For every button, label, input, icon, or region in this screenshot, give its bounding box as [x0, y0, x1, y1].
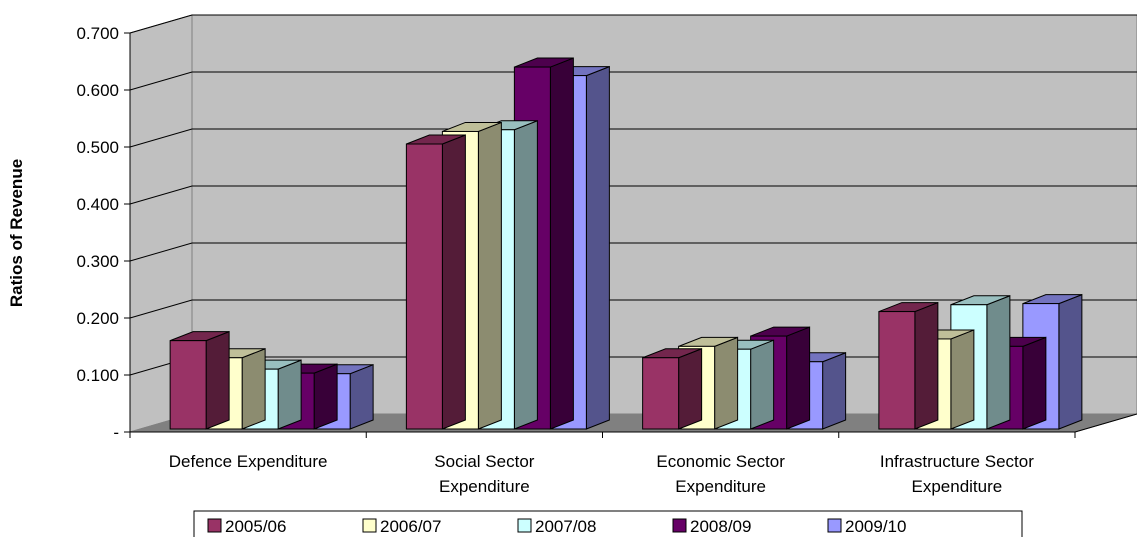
bar-front [169, 340, 207, 430]
y-tick-label: - [113, 423, 119, 442]
bars [169, 57, 1083, 430]
y-tick-label: 0.300 [76, 252, 119, 271]
x-category-label: Social Sector [434, 452, 534, 471]
bar-side [477, 121, 502, 430]
y-tick-label: 0.600 [76, 81, 119, 100]
gridline [129, 299, 1137, 319]
bar [878, 301, 939, 430]
x-category-label: Economic Sector [656, 452, 785, 471]
bar-side [986, 295, 1011, 430]
legend-label: 2006/07 [380, 517, 441, 536]
bar-side [750, 339, 775, 430]
bar-front [405, 143, 443, 430]
y-tick-label: 0.400 [76, 195, 119, 214]
bar [169, 330, 230, 430]
legend-box [193, 510, 1023, 537]
y-tick-label: 0.100 [76, 366, 119, 385]
bar-front [642, 357, 680, 430]
bar-side [277, 359, 302, 430]
legend-label: 2007/08 [535, 517, 596, 536]
bar-side [313, 363, 338, 430]
bar-side [205, 330, 230, 430]
bar [405, 134, 466, 430]
bar-side [950, 329, 975, 430]
y-tick-label: 0.200 [76, 309, 119, 328]
bar-side [678, 348, 703, 430]
x-category-label: Infrastructure Sector [880, 452, 1034, 471]
bar-side [786, 326, 811, 430]
bar-side [1058, 293, 1083, 430]
bar [642, 348, 703, 430]
bar-side [549, 57, 574, 430]
y-tick-label: 0.700 [76, 24, 119, 43]
legend-swatch [362, 518, 377, 533]
x-axis-depth [1074, 413, 1137, 433]
legend: 2005/06 2006/07 2007/08 2008/09 2009/10 [193, 510, 1023, 537]
y-axis-label: Ratios of Revenue [7, 159, 26, 307]
gridline [129, 185, 1137, 205]
gridline [129, 71, 1137, 91]
gridline [129, 242, 1137, 262]
bar-side [1022, 336, 1047, 430]
legend-label: 2008/09 [690, 517, 751, 536]
x-category-label: Expenditure [675, 477, 766, 496]
gridline [129, 128, 1137, 148]
bar-side [513, 120, 538, 430]
legend-swatch [827, 518, 842, 533]
x-axis: Defence Expenditure Social Sector Expendit… [129, 413, 1137, 496]
bar-side [714, 336, 739, 430]
bar-side [585, 65, 610, 430]
bar-side [241, 348, 266, 430]
bar-side [349, 363, 374, 430]
legend-swatch [672, 518, 687, 533]
legend-swatch [207, 518, 222, 533]
y-axis: - 0.100 0.200 0.300 0.400 0.500 0.600 0.700 [76, 24, 131, 442]
bar-front [878, 311, 916, 430]
bar-side [441, 134, 466, 430]
legend-label: 2009/10 [845, 517, 906, 536]
legend-swatch [517, 518, 532, 533]
x-category-label: Defence Expenditure [169, 452, 328, 471]
y-tick-label: 0.500 [76, 138, 119, 157]
gridline [129, 14, 1137, 34]
bar-side [822, 352, 847, 430]
gridlines [129, 14, 1137, 376]
legend-label: 2005/06 [225, 517, 286, 536]
x-category-label: Expenditure [439, 477, 530, 496]
bar-side [914, 301, 939, 430]
x-category-label: Expenditure [912, 477, 1003, 496]
